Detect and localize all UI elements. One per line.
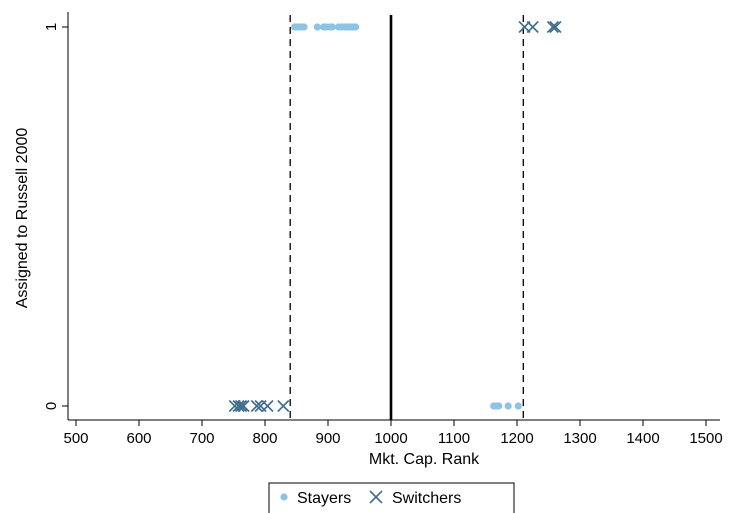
x-tick-label: 700 bbox=[189, 430, 214, 447]
x-tick-label: 900 bbox=[315, 430, 340, 447]
point-stayers bbox=[514, 402, 522, 410]
x-tick-label: 1500 bbox=[689, 430, 722, 447]
y-tick-label: 1 bbox=[43, 23, 60, 31]
x-tick-label: 1400 bbox=[626, 430, 659, 447]
point-switchers bbox=[546, 20, 559, 34]
y-tick-label: 0 bbox=[43, 402, 60, 410]
x-marker-stroke bbox=[237, 399, 250, 413]
point-stayers bbox=[300, 23, 308, 31]
x-tick-label: 1100 bbox=[438, 430, 470, 447]
x-marker-stroke bbox=[369, 490, 383, 504]
point-switchers bbox=[237, 399, 250, 413]
legend: Stayers Switchers bbox=[268, 482, 515, 513]
x-marker-stroke bbox=[549, 20, 562, 34]
legend-label-switchers: Switchers bbox=[392, 490, 461, 507]
x-marker-stroke bbox=[234, 399, 248, 413]
x-marker-stroke bbox=[261, 399, 274, 413]
data-points bbox=[228, 20, 562, 413]
point-switchers bbox=[234, 399, 248, 413]
x-tick-label: 500 bbox=[63, 430, 88, 447]
legend-marker-stayers bbox=[280, 493, 288, 501]
x-tick-label: 1300 bbox=[563, 430, 596, 447]
legend-label-stayers: Stayers bbox=[297, 490, 351, 507]
x-marker-stroke bbox=[277, 399, 290, 413]
point-stayers bbox=[328, 23, 337, 31]
x-tick-label: 600 bbox=[126, 430, 151, 447]
legend-box bbox=[268, 482, 515, 513]
point-switchers bbox=[526, 20, 539, 34]
x-axis-title: Mkt. Cap. Rank bbox=[369, 451, 480, 468]
x-tick-label: 800 bbox=[252, 430, 277, 447]
point-switchers bbox=[261, 399, 274, 413]
point-stayers bbox=[352, 23, 360, 31]
axes: 500 600 700 800 900 1000 1100 1200 1300 1400 1500 0… bbox=[43, 12, 723, 447]
legend-marker-switchers bbox=[369, 490, 383, 504]
x-marker-stroke bbox=[546, 20, 559, 34]
point-switchers bbox=[549, 20, 562, 34]
point-switchers bbox=[250, 399, 263, 413]
x-marker-stroke bbox=[250, 399, 263, 413]
point-stayers bbox=[313, 23, 321, 31]
point-stayers bbox=[495, 402, 503, 410]
y-axis-title: Assigned to Russell 2000 bbox=[14, 128, 31, 309]
point-stayers bbox=[504, 402, 512, 410]
x-tick-label: 1000 bbox=[374, 430, 407, 447]
x-marker-stroke bbox=[232, 399, 245, 413]
x-marker-stroke bbox=[526, 20, 539, 34]
point-switchers bbox=[277, 399, 290, 413]
x-tick-label: 1200 bbox=[500, 430, 533, 447]
point-switchers bbox=[232, 399, 245, 413]
reference-lines bbox=[289, 15, 524, 420]
